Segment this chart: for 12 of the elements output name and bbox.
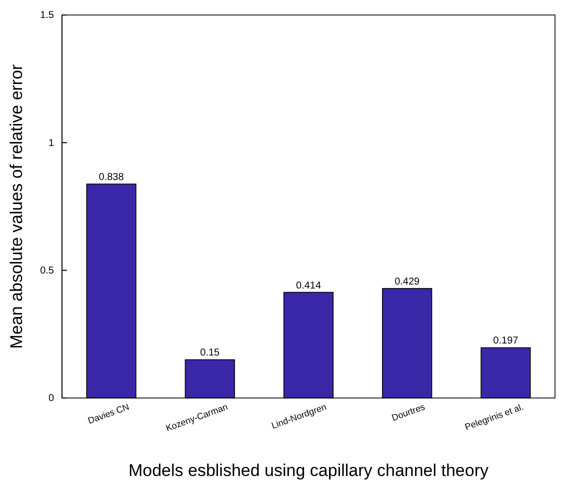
y-tick-label: 0 [48,393,54,404]
y-axis-title: Mean absolute values of relative error [7,64,26,349]
x-axis-title: Models esblished using capillary channel theory [128,461,490,480]
data-label: 0.429 [394,276,420,288]
data-label: 0.15 [200,348,220,359]
data-label: 0.197 [493,336,519,347]
y-tick-label: 1 [48,138,54,149]
data-label: 0.414 [296,280,322,292]
y-tick-label: 1.5 [40,10,54,22]
data-label: 0.838 [98,172,124,184]
x-tick-label: Davies CN [86,402,130,426]
y-tick-label: 0.5 [40,266,54,277]
